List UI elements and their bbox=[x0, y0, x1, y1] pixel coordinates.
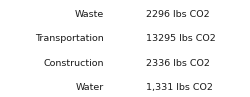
Text: 2336 lbs CO2: 2336 lbs CO2 bbox=[146, 59, 210, 68]
Text: Construction: Construction bbox=[43, 59, 104, 68]
Text: Water: Water bbox=[76, 83, 104, 92]
Text: 2296 lbs CO2: 2296 lbs CO2 bbox=[146, 10, 210, 19]
Text: 1,331 lbs CO2: 1,331 lbs CO2 bbox=[146, 83, 213, 92]
Text: Waste: Waste bbox=[74, 10, 104, 19]
Text: Transportation: Transportation bbox=[35, 34, 104, 43]
Text: 13295 lbs CO2: 13295 lbs CO2 bbox=[146, 34, 216, 43]
